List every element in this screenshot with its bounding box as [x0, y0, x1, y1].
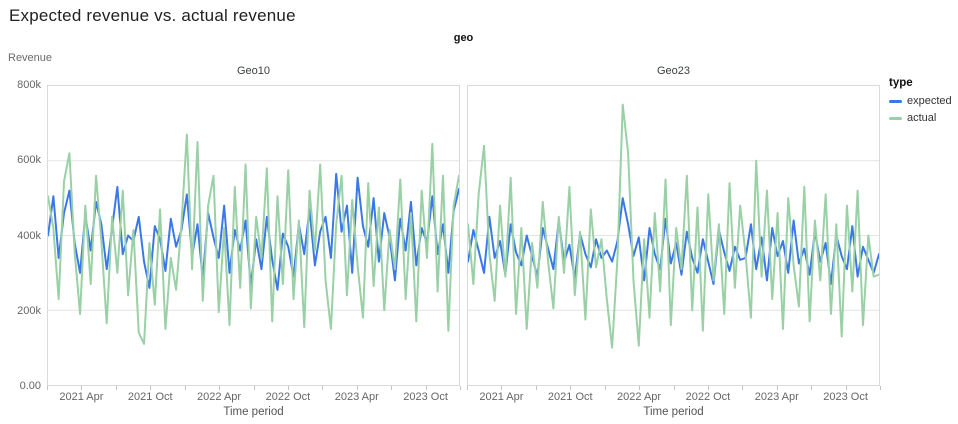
x-axis-tick-label: 2022 Apr [197, 391, 242, 403]
x-axis-tick [322, 386, 324, 390]
x-axis-tick [460, 386, 461, 390]
x-axis-tick [287, 386, 289, 390]
x-axis-tick-label: 2021 Oct [547, 391, 593, 403]
x-axis-title-geo10: Time period [223, 406, 284, 418]
x-axis-tick-label: 2023 Apr [754, 391, 799, 403]
x-axis-tick [673, 386, 675, 390]
x-axis-tick [253, 386, 255, 390]
x-axis-tick [845, 386, 847, 390]
x-axis-tick [501, 386, 503, 390]
x-axis-tick-label: 2023 Oct [823, 391, 868, 403]
x-axis-tick [604, 386, 606, 390]
legend-swatch-actual [889, 116, 902, 120]
x-axis-tick-label: 2022 Oct [685, 391, 731, 403]
x-axis-tick [115, 386, 117, 390]
x-axis-tick [467, 386, 468, 390]
legend-item-expected: expected [889, 95, 955, 107]
x-axis-tick [776, 386, 778, 390]
x-axis-tick [150, 386, 152, 390]
x-axis-tick [219, 386, 221, 390]
legend-label-expected: expected [907, 95, 952, 107]
y-axis-tick-label: 0.00 [19, 380, 41, 392]
x-axis-tick [880, 386, 881, 390]
x-axis-tick [425, 386, 427, 390]
plot-area-geo23[interactable] [467, 85, 880, 386]
x-axis-tick-label: 2023 Oct [403, 391, 448, 403]
line-chart-geo10 [48, 133, 459, 345]
x-axis-tick [184, 386, 186, 390]
x-axis-tick [639, 386, 641, 390]
x-axis-tick-label: 2022 Oct [265, 391, 311, 403]
y-axis-tick-label: 200k [17, 304, 41, 317]
legend-item-actual: actual [889, 112, 955, 124]
x-axis-tick [570, 386, 572, 390]
x-axis-geo23: 2021 Apr 2021 Oct 2022 Apr 2022 Oct 2023 Apr… [467, 386, 881, 406]
x-axis-tick [742, 386, 744, 390]
y-axis-tick-label: 800k [17, 79, 41, 91]
facet-geo23: Geo23 2021 Apr 2021 Oct 2022 Apr 2022 Oct 20… [467, 65, 881, 418]
x-axis-tick-label: 2021 Oct [127, 391, 173, 403]
x-axis-title-geo23: Time period [643, 406, 704, 418]
x-axis-tick [81, 386, 83, 390]
x-axis-tick-label: 2021 Apr [59, 391, 104, 403]
legend: type expected actual [889, 77, 955, 129]
legend-items: expected actual [889, 95, 955, 124]
facet-geo10: Geo10 2021 Apr 2021 Oct 2022 Apr 2022 Oct 20… [47, 65, 461, 418]
x-axis-tick [535, 386, 537, 390]
x-axis-tick [391, 386, 393, 390]
y-axis-tick-label: 600k [17, 154, 41, 167]
facet-title-geo10: Geo10 [236, 65, 271, 77]
facet-axis-title: geo [453, 32, 474, 44]
page-title: Expected revenue vs. actual revenue [9, 6, 296, 25]
x-axis-tick [811, 386, 813, 390]
y-axis-title: Revenue [8, 52, 53, 64]
facet-title-geo23: Geo23 [656, 65, 691, 77]
y-axis-labels: 800k 600k 400k 200k 0.00 [0, 79, 41, 392]
x-axis-tick-label: 2021 Apr [479, 391, 524, 403]
x-axis-tick [47, 386, 48, 390]
line-chart-geo23 [468, 103, 879, 349]
x-axis-geo10: 2021 Apr 2021 Oct 2022 Apr 2022 Oct 2023 Apr… [47, 386, 461, 406]
x-axis-tick-label: 2022 Apr [617, 391, 662, 403]
plot-area-geo10[interactable] [47, 85, 460, 386]
legend-title: type [889, 77, 913, 89]
y-axis-tick-label: 400k [17, 229, 41, 242]
x-axis-tick [707, 386, 709, 390]
x-axis-tick [356, 386, 358, 390]
x-axis-tick-label: 2023 Apr [334, 391, 379, 403]
legend-swatch-expected [889, 99, 902, 103]
legend-label-actual: actual [907, 112, 937, 124]
